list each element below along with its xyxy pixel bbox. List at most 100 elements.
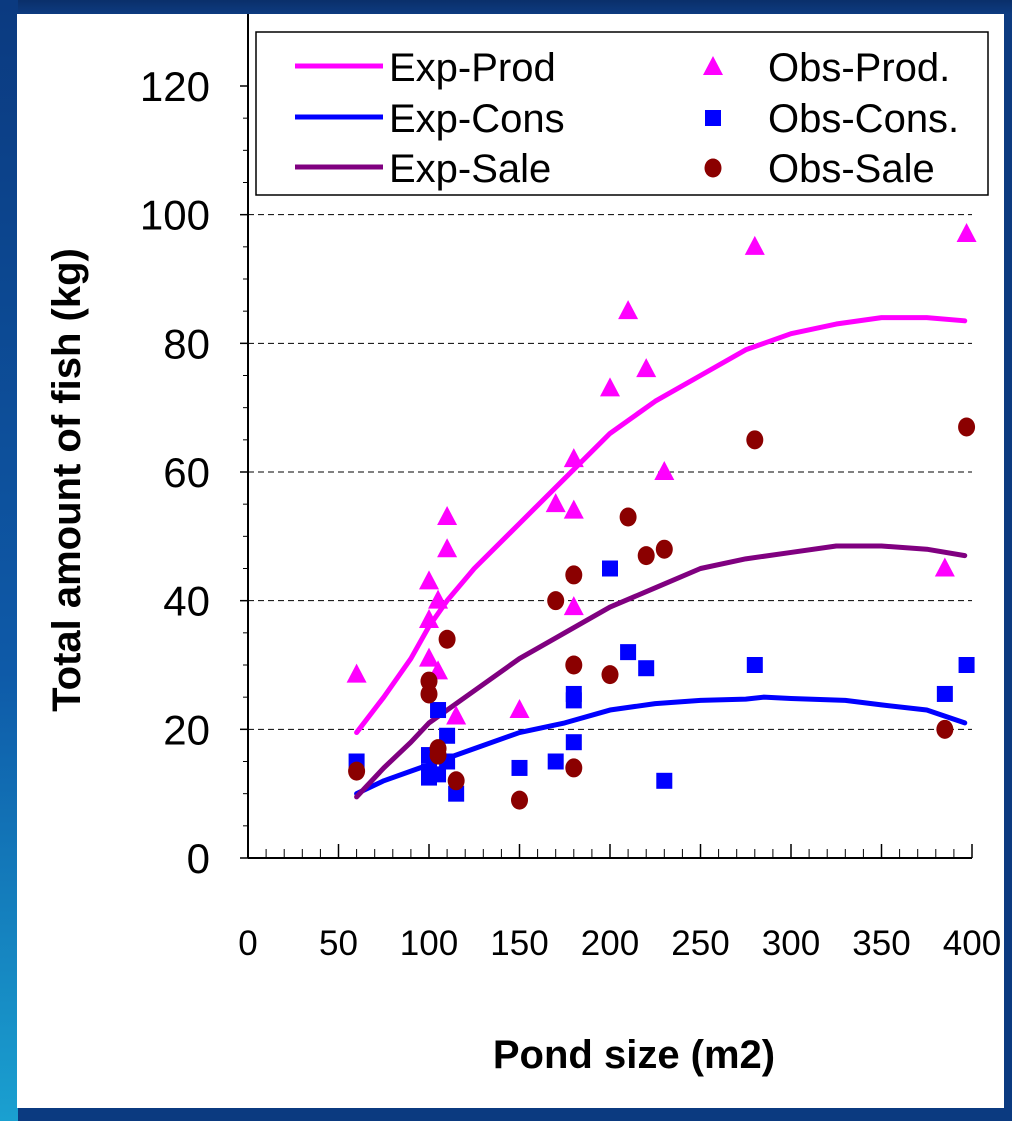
series-line [354, 315, 968, 736]
y-tick-label: 20 [163, 706, 210, 753]
x-tick-label: 50 [319, 924, 358, 963]
y-tick-label: 0 [187, 835, 210, 882]
y-tick-label: 60 [163, 449, 210, 496]
data-point [600, 377, 620, 397]
series [346, 222, 977, 810]
x-tick-label: 100 [400, 924, 458, 963]
left-accent-stripe [0, 0, 18, 1121]
legend-label: Exp-Cons [389, 97, 565, 141]
y-tick-label: 80 [163, 320, 210, 367]
data-point [348, 761, 366, 781]
data-point [430, 702, 447, 719]
series-obs-cons [348, 560, 975, 802]
legend-swatch-circle [704, 158, 722, 178]
data-point [439, 727, 456, 744]
data-point [511, 759, 528, 776]
legend-label: Exp-Prod [389, 46, 556, 90]
x-tick-label: 400 [943, 924, 1001, 963]
data-point [437, 538, 458, 558]
data-point [602, 560, 618, 577]
data-point [958, 657, 975, 673]
data-point [563, 448, 584, 468]
data-point [565, 692, 582, 709]
legend-item: Exp-Cons [295, 97, 565, 141]
data-point [934, 557, 955, 577]
legend-label: Obs-Sale [768, 147, 935, 191]
data-point [419, 647, 439, 667]
data-point [956, 222, 977, 242]
data-point [346, 663, 367, 683]
series-line [354, 543, 968, 800]
data-point [545, 493, 566, 513]
data-point [429, 739, 447, 759]
data-point [563, 596, 584, 616]
x-tick-label: 200 [581, 924, 639, 963]
data-point [448, 785, 465, 802]
data-point [746, 430, 764, 450]
data-point [618, 300, 639, 320]
data-point [547, 591, 565, 611]
data-point [446, 705, 467, 725]
series-exp-prod [354, 315, 968, 736]
series-exp-sale [354, 543, 968, 800]
chart-panel [17, 14, 1004, 1108]
legend-label: Obs-Prod. [768, 46, 950, 90]
series-obs-prod [346, 222, 977, 725]
data-point [620, 644, 637, 661]
x-tick-label: 350 [852, 924, 910, 963]
data-point [565, 655, 583, 675]
data-point [419, 570, 439, 590]
legend-label: Exp-Sale [389, 147, 551, 191]
data-point [447, 771, 465, 791]
data-point [655, 539, 673, 559]
data-point [936, 719, 954, 739]
data-point [419, 608, 439, 628]
series-obs-sale [348, 417, 976, 810]
data-point [438, 629, 456, 649]
y-axis-title: Total amount of fish (kg) [45, 248, 89, 712]
data-point [746, 657, 763, 673]
legend-label: Obs-Cons. [768, 97, 959, 141]
y-tick-label: 100 [140, 192, 210, 239]
data-point [638, 660, 655, 677]
data-point [430, 766, 447, 783]
data-point [936, 685, 953, 702]
data-point [509, 699, 530, 719]
data-point [437, 506, 458, 526]
gridlines [248, 214, 972, 730]
data-point [547, 753, 564, 770]
legend-item: Exp-Sale [295, 147, 551, 191]
data-point [565, 758, 583, 778]
data-point [428, 589, 449, 609]
ticks: 0 20 40 60 80 100 120 0 50 100 150 200 250 300 350 400 [140, 63, 1001, 963]
x-tick-label: 0 [238, 924, 257, 963]
y-tick-label: 120 [140, 63, 210, 110]
data-point [654, 461, 675, 480]
x-axis-title: Pond size (m2) [493, 1033, 775, 1077]
data-point [656, 772, 673, 789]
x-tick-label: 150 [490, 924, 548, 963]
legend-item: Exp-Prod [295, 46, 556, 90]
y-tick-label: 40 [163, 578, 210, 625]
data-point [565, 565, 583, 585]
data-point [744, 235, 765, 255]
data-point [601, 665, 619, 685]
data-point [563, 499, 584, 519]
legend-item: Obs-Cons. [705, 97, 959, 141]
data-point [637, 546, 655, 566]
legend-swatch-square [705, 110, 721, 126]
x-tick-label: 300 [762, 924, 820, 963]
data-point [511, 790, 528, 810]
legend-item: Obs-Prod. [703, 46, 950, 90]
data-point [958, 417, 976, 437]
legend: Exp-Prod Exp-Cons Exp-Sale Obs-Prod. Obs-Con… [255, 31, 989, 196]
x-tick-label: 250 [671, 924, 729, 963]
data-point [420, 684, 438, 704]
legend-swatch-triangle [703, 56, 723, 75]
data-point [565, 734, 582, 751]
legend-item: Obs-Sale [704, 147, 935, 191]
data-point [636, 358, 657, 378]
data-point [619, 507, 637, 527]
